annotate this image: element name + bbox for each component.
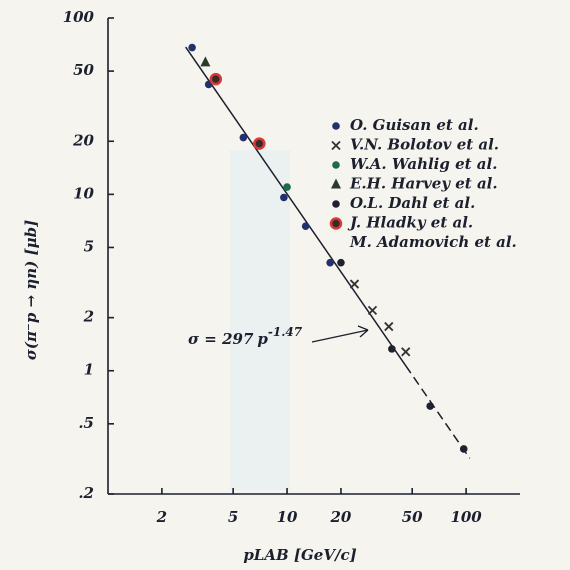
data-point xyxy=(211,74,221,84)
y-tick-label: 50 xyxy=(73,61,94,79)
legend-entry: E.H. Harvey et al. xyxy=(349,175,498,193)
y-tick-label: 100 xyxy=(63,8,95,26)
y-tick-label: 20 xyxy=(72,131,94,149)
fit-coefficient: 297 xyxy=(221,330,254,348)
legend-marker xyxy=(332,161,340,169)
y-axis-label: σ(π⁻p → ηn) [μb] xyxy=(22,220,40,360)
data-point xyxy=(240,134,248,142)
x-axis-label: pLAB [GeV/c] xyxy=(243,546,356,564)
x-tick-label: 5 xyxy=(228,508,238,526)
x-tick-label: 10 xyxy=(277,508,298,526)
data-point xyxy=(254,139,264,149)
legend-entry: W.A. Wahlig et al. xyxy=(350,155,497,173)
y-tick-label: 10 xyxy=(73,184,94,202)
data-point xyxy=(460,445,468,453)
fit-exponent: -1.47 xyxy=(268,325,303,339)
fit-variable: p xyxy=(257,330,268,348)
x-tick-label: 2 xyxy=(156,508,167,526)
data-point xyxy=(188,44,196,52)
legend-marker xyxy=(331,219,341,229)
x-tick-label: 50 xyxy=(402,508,423,526)
legend-entry: J. Hladky et al. xyxy=(347,214,473,232)
data-point xyxy=(326,259,334,267)
legend-marker xyxy=(332,122,340,130)
legend-entry: V.N. Bolotov et al. xyxy=(350,136,499,154)
y-tick-label: 5 xyxy=(84,237,94,255)
x-tick-label: 100 xyxy=(450,508,482,526)
y-tick-label: 2 xyxy=(83,308,94,326)
data-point xyxy=(388,345,396,353)
legend-entry: O. Guisan et al. xyxy=(350,116,479,134)
legend-entry: M. Adamovich et al. xyxy=(349,233,517,251)
legend-marker xyxy=(332,200,340,208)
x-tick-label: 20 xyxy=(330,508,352,526)
data-point xyxy=(302,222,310,230)
y-tick-label: .5 xyxy=(78,414,94,432)
y-tick-label: 1 xyxy=(84,361,94,379)
data-point xyxy=(280,194,288,202)
paper-stain xyxy=(230,150,290,490)
chart: pLAB [GeV/c] σ(π⁻p → ηn) [μb] 2 5 10 20 50 10… xyxy=(0,0,570,570)
y-tick-label: .2 xyxy=(78,484,94,502)
data-point xyxy=(426,402,434,410)
data-point xyxy=(337,259,345,267)
fit-prefix: σ = xyxy=(188,330,222,348)
data-point xyxy=(283,183,291,191)
legend-entry: O.L. Dahl et al. xyxy=(350,194,475,212)
